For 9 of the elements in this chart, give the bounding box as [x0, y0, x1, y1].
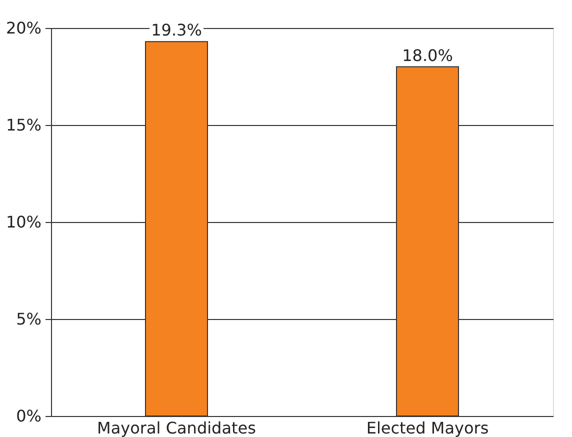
y-tick-label: 15%: [6, 116, 42, 134]
y-tick-label: 0%: [16, 406, 42, 426]
y-tick-label: 10%: [6, 212, 42, 232]
y-tick-label: 20%: [6, 18, 42, 38]
data-label: 18.0%: [402, 46, 453, 65]
y-tick-label: 5%: [16, 310, 42, 328]
x-tick-label: Elected Mayors: [366, 418, 489, 437]
data-label: 19.3%: [151, 20, 202, 40]
x-tick-label: Mayoral Candidates: [97, 418, 256, 437]
